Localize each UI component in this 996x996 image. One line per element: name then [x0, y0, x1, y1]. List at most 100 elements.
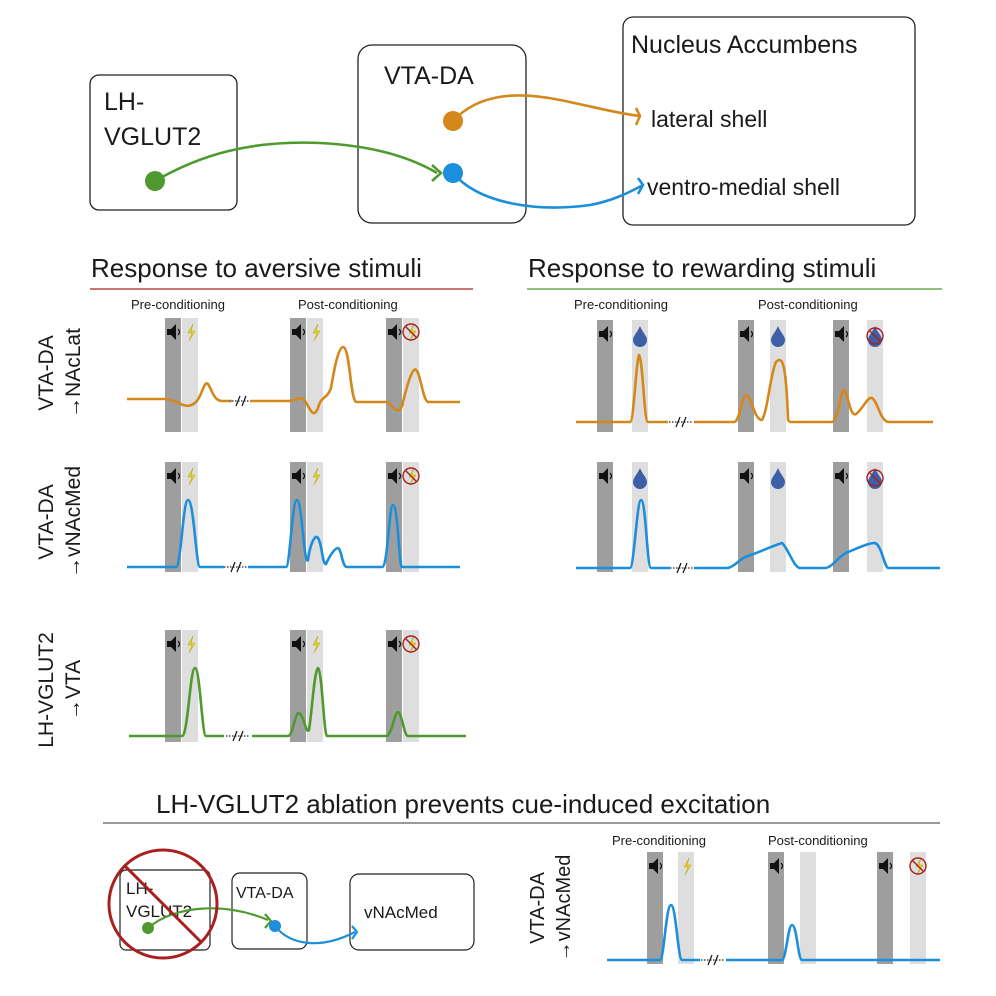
speaker-wave	[302, 472, 306, 480]
lightning-bolt-icon	[312, 467, 321, 486]
prohibited-ring	[866, 327, 884, 345]
trace-ablation-pre	[607, 903, 700, 962]
trace-rewarding-vnacmed-pre	[576, 498, 670, 570]
speaker-body	[167, 636, 176, 652]
time-break-slash	[707, 954, 713, 966]
nucleus-accumbens-label: Nucleus Accumbens	[631, 31, 858, 59]
nucleus-accumbens-box	[622, 16, 916, 226]
svg-text:LH-VGLUT2: LH-VGLUT2	[35, 632, 58, 748]
speaker-body	[388, 468, 397, 484]
speaker-wave	[750, 472, 754, 480]
time-break-slash	[236, 561, 242, 573]
ablation-vnacmed-box	[349, 873, 475, 951]
speaker-body	[292, 324, 301, 340]
time-break-slash	[681, 416, 687, 428]
speaker-wave	[398, 640, 402, 648]
cue-period	[877, 852, 893, 964]
time-break-slash	[235, 395, 241, 407]
speaker-body	[167, 468, 176, 484]
prohibited-slash	[868, 329, 882, 343]
time-break-slash	[682, 562, 688, 574]
speaker-icon	[740, 326, 754, 342]
lh-vglut2-label-line1: LH-	[104, 88, 144, 116]
cue-period	[290, 318, 306, 432]
speaker-icon	[167, 636, 181, 652]
water-drop-icon	[771, 326, 785, 347]
lh-to-vta-axon	[154, 141, 438, 183]
vms-synapse	[636, 177, 645, 195]
cue-period	[597, 462, 613, 572]
outcome-period	[678, 852, 694, 964]
trace-rewarding-nac-lat-pre	[576, 353, 668, 424]
speaker-body	[599, 326, 608, 342]
speaker-wave	[750, 330, 754, 338]
ablation-lh-box	[119, 869, 211, 951]
water-drop-icon	[633, 326, 647, 347]
trace-panels	[127, 318, 940, 966]
time-break-slash	[241, 395, 247, 407]
trace-aversive-vnacmed-pre	[127, 498, 224, 569]
speaker-icon	[388, 468, 402, 484]
lh-vglut2-box	[89, 74, 238, 211]
ablation-vta-label: VTA-DA	[236, 885, 294, 902]
speaker-wave	[609, 472, 613, 480]
speaker-icon	[835, 326, 849, 342]
speaker-wave	[845, 472, 849, 480]
prohibited-slash	[911, 859, 925, 873]
ablation-pre-label: Pre-conditioning	[612, 833, 706, 848]
speaker-body	[835, 468, 844, 484]
prohibited-icon	[402, 635, 420, 654]
lightning-bolt-icon	[408, 635, 417, 654]
rewarding-title: Response to rewarding stimuli	[528, 253, 876, 283]
lightning-bolt-icon	[312, 635, 321, 654]
vta-da-box	[357, 44, 527, 224]
time-break-slash	[713, 954, 719, 966]
cue-period	[290, 630, 306, 742]
cue-period	[386, 630, 402, 742]
speaker-wave	[177, 640, 181, 648]
time-break-slash	[238, 730, 244, 742]
prohibited-slash	[404, 637, 418, 651]
ablation-lh-label-line1: LH-	[126, 879, 153, 898]
speaker-icon	[167, 324, 181, 340]
prohibited-slash	[868, 471, 882, 485]
ablation-lh-axon	[147, 907, 269, 929]
speaker-body	[167, 324, 176, 340]
panel-aversive-lh-vta	[129, 630, 466, 742]
outcome-period	[403, 462, 419, 572]
speaker-icon	[388, 636, 402, 652]
speaker-icon	[835, 468, 849, 484]
aversive-pre-label: Pre-conditioning	[131, 297, 225, 312]
prohibited-icon	[866, 468, 884, 489]
speaker-body	[388, 636, 397, 652]
ablation-vnacmed-label: vNAcMed	[364, 903, 438, 922]
lightning-bolt-icon	[408, 467, 417, 486]
panel-ablation-vnacmed	[607, 852, 940, 966]
trace-aversive-nac-lat-post	[250, 345, 460, 415]
speaker-icon	[879, 858, 893, 874]
outcome-period	[182, 462, 198, 572]
speaker-wave	[398, 328, 402, 336]
ablation-lh-synapse	[264, 913, 273, 929]
cue-period	[165, 630, 181, 742]
lateral-shell-label: lateral shell	[651, 106, 767, 132]
cue-period	[738, 462, 754, 572]
ablation-prohibited-icon	[107, 848, 219, 960]
speaker-icon	[740, 468, 754, 484]
lightning-bolt-icon	[187, 467, 196, 486]
trace-aversive-nac-lat-pre	[127, 382, 232, 408]
trace-rewarding-vnacmed-post	[694, 541, 940, 570]
cue-period	[768, 852, 784, 964]
panel-aversive-vnacmed	[127, 462, 460, 573]
ablation-vta-synapse	[351, 925, 359, 940]
trace-aversive-vnacmed-post	[248, 498, 460, 569]
ablation-vta-soma	[269, 920, 281, 932]
water-drop-icon	[771, 468, 785, 489]
vta-medial-soma	[443, 163, 463, 183]
row-label-vnacmed: VTA-DA →vNAcMed	[35, 466, 85, 578]
speaker-wave	[889, 862, 893, 870]
speaker-wave	[845, 330, 849, 338]
prohibited-ring	[402, 635, 420, 653]
speaker-body	[770, 858, 779, 874]
